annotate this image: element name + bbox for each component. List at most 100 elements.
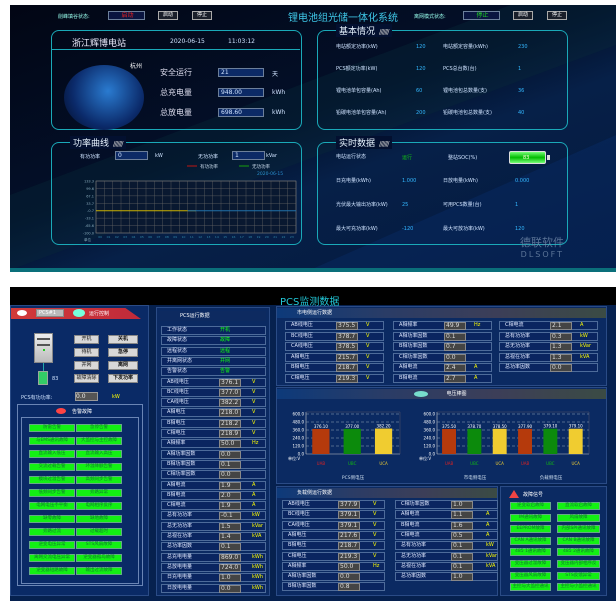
control-button[interactable]: 故障清除 — [74, 374, 99, 383]
fault-indicator: 内部SPI通讯故障 — [557, 525, 600, 534]
x-tick-label: 10 — [182, 235, 186, 239]
basic-info-label: PCS总台数(台) — [443, 66, 477, 72]
row-value: 217.6 — [338, 531, 360, 540]
load-data-row: B相电压 218.7 V — [282, 541, 385, 551]
realtime-value: 1.000 — [402, 178, 417, 184]
row-value: 219.3 — [338, 552, 360, 561]
power-curve-title: 功率曲线/////// — [70, 136, 126, 149]
row-unit: V — [366, 374, 370, 381]
basic-info-label: 电站额定容量(kWh) — [443, 44, 488, 50]
offgrid-start-button[interactable]: 启动 — [513, 11, 533, 20]
control-button[interactable]: 急停 — [108, 348, 138, 357]
y-tick-label: -65.6 — [85, 224, 94, 228]
grid-data-title: 市电侧运行数据 — [297, 310, 333, 316]
title-decoration: /////// — [379, 140, 389, 148]
power-curve-title-text: 功率曲线 — [73, 139, 110, 149]
row-unit: V — [373, 521, 377, 528]
realtime-value: 0.000 — [515, 178, 530, 184]
basic-info-label: PCS额定功率(kW) — [336, 66, 378, 72]
pcs-data-row: A相电流 1.9 A — [161, 480, 266, 490]
realtime-label: 最大可充功率(kW) — [336, 226, 378, 232]
row-unit: kWh — [252, 553, 264, 560]
row-label: A相功率因数 — [399, 332, 428, 339]
y-tick-label: 33.7 — [86, 202, 94, 206]
row-label: B相功率因数 — [288, 583, 317, 590]
x-tick-label: 18 — [248, 235, 252, 239]
y-tick-label: 600.0 — [424, 412, 436, 417]
row-unit: V — [373, 542, 377, 549]
status-value: 远程 — [220, 347, 231, 354]
control-button[interactable]: 下发功率 — [108, 374, 138, 383]
control-panel: PCS#1 运行控制 83 开机 关机 待机 急停 并网 离网 故障清除 下发功率 PCS有功… — [10, 305, 149, 596]
peak-stop-button[interactable]: 停止 — [192, 11, 212, 20]
title-decoration: /////// — [113, 140, 123, 148]
fault-indicator: 主控与小监控通讯 — [557, 583, 600, 592]
load-data-row: A相频率 50.0 Hz — [282, 561, 385, 571]
voltage-bar — [518, 428, 532, 454]
power-curve-panel: 功率曲线/////// 有功功率 0 kW 无功功率 1 kVar 有功功率 无功… — [51, 136, 302, 245]
control-button[interactable]: 待机 — [74, 348, 99, 357]
x-tick-label: 03 — [123, 235, 127, 239]
row-value: 2.1 — [550, 322, 572, 330]
row-label: 总有功功率 — [401, 542, 427, 549]
row-label: 总视在功率 — [505, 353, 531, 360]
load-data-row: B相电流 1.6 A — [395, 520, 498, 530]
y-tick-label: 480.0 — [424, 420, 436, 425]
control-button[interactable]: 并网 — [74, 361, 99, 370]
row-label: BC线电压 — [291, 332, 313, 339]
x-tick-label: 06 — [148, 235, 152, 239]
row-unit: kVar — [252, 522, 264, 529]
pcs-data-row: BC线电压 377.0 V — [161, 387, 266, 397]
row-label: 远程状态 — [167, 347, 188, 354]
row-unit: kVar — [580, 343, 592, 349]
active-power-input[interactable]: 0 — [115, 151, 148, 160]
peak-start-button[interactable]: 启动 — [158, 11, 178, 20]
row-label: AB线电压 — [291, 322, 313, 328]
y-tick-label: 240.0 — [424, 436, 436, 441]
row-value: 0.3 — [550, 332, 572, 341]
watermark-cn: 德联软件 — [520, 236, 564, 249]
x-tick-label: 02 — [115, 235, 119, 239]
legend-label: 无功功率 — [252, 163, 270, 170]
pcs-selector[interactable]: PCS#1 — [36, 309, 64, 317]
row-value: 219.3 — [336, 374, 358, 383]
control-button[interactable]: 关机 — [108, 335, 138, 344]
row-label: B相电压 — [167, 419, 186, 426]
y-tick-label: 133.3 — [84, 180, 94, 184]
row-unit: V — [366, 332, 370, 339]
alarm-indicator: 缺地故障 — [76, 515, 122, 523]
x-tick-label: 20 — [265, 235, 269, 239]
row-unit: kW — [252, 512, 260, 519]
control-button[interactable]: 开机 — [74, 335, 99, 344]
pcs-power-label: PCS有功功率: — [21, 395, 53, 401]
x-tick-label: 05 — [140, 235, 144, 239]
alarm-indicator: 高频同步告警 — [76, 476, 122, 484]
bar-value-label: 377.00 — [345, 424, 359, 429]
bar-value-label: 378.70 — [467, 424, 481, 429]
row-unit: kW — [580, 332, 588, 339]
pcs-data-row: 总有功功率 -0.1 kW — [161, 511, 266, 521]
pcs-data-panel: PCS运行数据 工作状态 开机 故障状态 故障 远程状态 远程 并离网状态 并网 告警状态 告警 A… — [156, 307, 270, 596]
row-unit: V — [366, 343, 370, 349]
row-label: 总功率因数 — [167, 543, 193, 550]
offgrid-stop-button[interactable]: 停止 — [547, 11, 567, 20]
station-stat-value: 948.00 — [218, 88, 264, 97]
voltage-bar — [374, 428, 393, 454]
load-data-row: A相电压 217.6 V — [282, 530, 385, 540]
load-data-row: B相功率因数 0.8 — [282, 582, 385, 592]
x-tick-label: 19 — [257, 235, 261, 239]
alarm-indicator: 逆变器孤岛故障 — [76, 554, 122, 562]
row-unit: kVA — [486, 562, 496, 569]
reactive-power-input[interactable]: 1 — [232, 151, 265, 160]
grid-data-row: 总有功功率 0.3 kW — [499, 331, 598, 341]
row-value: 378.5 — [336, 343, 358, 351]
y-tick-label: 0.0 — [298, 452, 305, 457]
control-button[interactable]: 离网 — [108, 361, 138, 370]
load-data-row: C相电压 219.3 V — [282, 551, 385, 561]
row-unit: A — [580, 322, 584, 328]
y-tick-label: 240.0 — [293, 436, 305, 441]
bar-value-label: 376.10 — [314, 424, 328, 429]
y-unit-label: 单位 — [84, 237, 91, 242]
pcs-power-input[interactable]: 0.0 — [75, 392, 98, 401]
grid-data-row: AB线电压 375.5 V — [285, 321, 384, 330]
